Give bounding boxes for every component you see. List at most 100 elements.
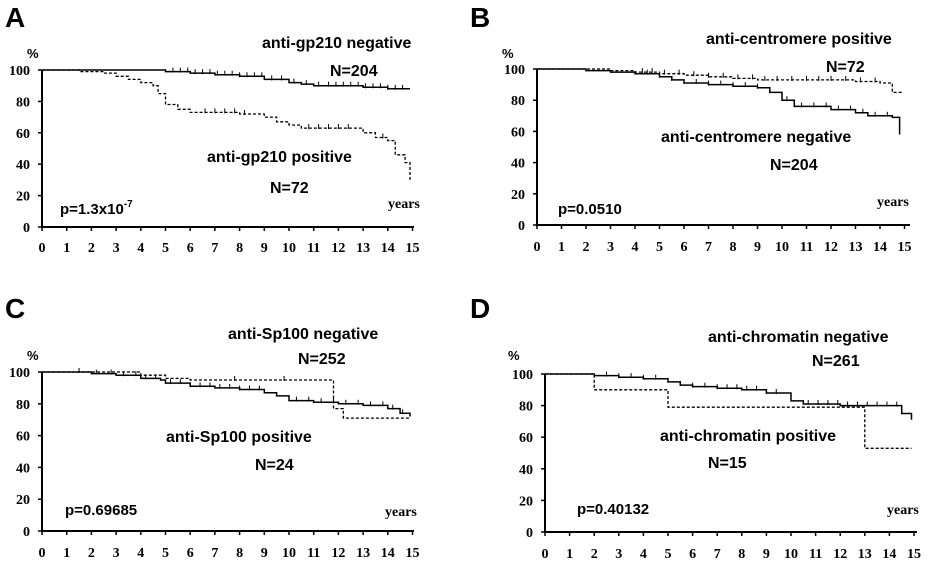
y-tick-label: 40 xyxy=(16,461,30,476)
x-tick-label: 13 xyxy=(858,547,872,562)
x-tick-label: 12 xyxy=(331,241,345,256)
y-tick-label: 80 xyxy=(519,400,533,415)
p-value-base: p=0.40132 xyxy=(577,501,649,518)
x-tick-label: 12 xyxy=(331,546,345,561)
x-tick-label: 8 xyxy=(730,240,737,255)
x-tick-label: 13 xyxy=(356,241,370,256)
x-tick-label: 4 xyxy=(640,547,647,562)
x-tick-label: 1 xyxy=(63,241,70,256)
p-value-exponent: -7 xyxy=(124,199,133,210)
y-tick-label: 60 xyxy=(519,431,533,446)
x-tick-label: 6 xyxy=(187,241,194,256)
x-tick-label: 2 xyxy=(88,546,95,561)
y-tick-label: 0 xyxy=(23,525,30,540)
p-value: p=0.69685 xyxy=(65,502,137,519)
x-axis-label: years xyxy=(877,195,909,210)
x-axis-label: years xyxy=(385,505,417,520)
x-tick-label: 14 xyxy=(381,546,395,561)
survival-curve-anti-sp100-negative xyxy=(42,371,411,417)
y-unit-label: % xyxy=(508,348,520,363)
y-unit-label: % xyxy=(27,46,39,61)
x-tick-label: 14 xyxy=(873,240,887,255)
x-tick-label: 5 xyxy=(656,240,663,255)
y-tick-label: 20 xyxy=(511,188,525,203)
x-tick-label: 6 xyxy=(689,547,696,562)
series-name-anti-sp100-negative: anti-Sp100 negative xyxy=(228,326,378,343)
p-value-base: p=0.69685 xyxy=(65,502,137,519)
series-name-anti-chromatin-positive: anti-chromatin positive xyxy=(660,428,836,445)
x-tick-label: 4 xyxy=(137,241,144,256)
x-axis-label: years xyxy=(887,503,919,518)
panel-letter: B xyxy=(470,2,490,33)
x-tick-label: 15 xyxy=(898,240,912,255)
survival-curve-anti-gp210-negative xyxy=(42,69,410,90)
x-tick-label: 8 xyxy=(236,241,243,256)
series-name-anti-gp210-positive: anti-gp210 positive xyxy=(207,149,352,166)
y-tick-label: 0 xyxy=(518,219,525,234)
x-tick-label: 0 xyxy=(39,546,46,561)
x-tick-label: 10 xyxy=(775,240,789,255)
x-tick-label: 14 xyxy=(882,547,896,562)
series-name-anti-sp100-positive: anti-Sp100 positive xyxy=(166,429,312,446)
y-tick-label: 60 xyxy=(511,125,525,140)
panel-letter: C xyxy=(5,293,25,324)
x-tick-label: 13 xyxy=(356,546,370,561)
plot-area xyxy=(545,371,913,449)
x-tick-label: 15 xyxy=(406,546,420,561)
x-tick-label: 3 xyxy=(615,547,622,562)
x-tick-label: 14 xyxy=(381,241,395,256)
series-count-anti-centromere-positive: N=72 xyxy=(826,59,865,76)
x-tick-label: 5 xyxy=(162,241,169,256)
series-count-anti-sp100-positive: N=24 xyxy=(255,457,294,474)
p-value-base: p=0.0510 xyxy=(558,201,622,218)
y-tick-label: 60 xyxy=(16,127,30,142)
x-tick-label: 3 xyxy=(113,241,120,256)
x-axis-label: years xyxy=(388,197,420,212)
survival-curve-anti-sp100-positive xyxy=(42,371,410,419)
y-tick-label: 80 xyxy=(511,94,525,109)
survival-curve-anti-chromatin-positive xyxy=(545,373,912,449)
survival-curve-anti-chromatin-negative xyxy=(545,373,913,420)
y-unit-label: % xyxy=(27,348,39,363)
x-tick-label: 11 xyxy=(800,240,813,255)
x-tick-label: 4 xyxy=(137,546,144,561)
x-tick-label: 8 xyxy=(236,546,243,561)
y-tick-label: 40 xyxy=(16,158,30,173)
x-tick-label: 3 xyxy=(607,240,614,255)
y-tick-label: 40 xyxy=(519,463,533,478)
series-name-anti-gp210-negative: anti-gp210 negative xyxy=(262,35,411,52)
x-tick-label: 3 xyxy=(113,546,120,561)
series-count-anti-sp100-negative: N=252 xyxy=(298,351,346,368)
y-tick-label: 100 xyxy=(9,366,30,381)
plot-area xyxy=(42,67,411,180)
x-tick-label: 7 xyxy=(211,241,218,256)
x-tick-label: 2 xyxy=(591,547,598,562)
x-tick-label: 12 xyxy=(824,240,838,255)
y-tick-label: 20 xyxy=(16,190,30,205)
x-tick-label: 4 xyxy=(632,240,639,255)
y-tick-label: 80 xyxy=(16,398,30,413)
y-tick-label: 20 xyxy=(16,493,30,508)
x-tick-label: 7 xyxy=(714,547,721,562)
y-tick-label: 100 xyxy=(512,368,533,383)
y-unit-label: % xyxy=(502,46,514,61)
x-tick-label: 1 xyxy=(63,546,70,561)
plot-area xyxy=(42,368,411,419)
x-tick-label: 11 xyxy=(307,241,320,256)
x-tick-label: 12 xyxy=(833,547,847,562)
x-tick-label: 13 xyxy=(849,240,863,255)
x-tick-label: 0 xyxy=(542,547,549,562)
x-tick-label: 11 xyxy=(307,546,320,561)
p-value: p=0.40132 xyxy=(577,501,649,518)
y-tick-label: 80 xyxy=(16,95,30,110)
series-count-anti-chromatin-positive: N=15 xyxy=(708,455,747,472)
x-tick-label: 2 xyxy=(88,241,95,256)
x-tick-label: 9 xyxy=(261,241,268,256)
x-tick-label: 6 xyxy=(187,546,194,561)
